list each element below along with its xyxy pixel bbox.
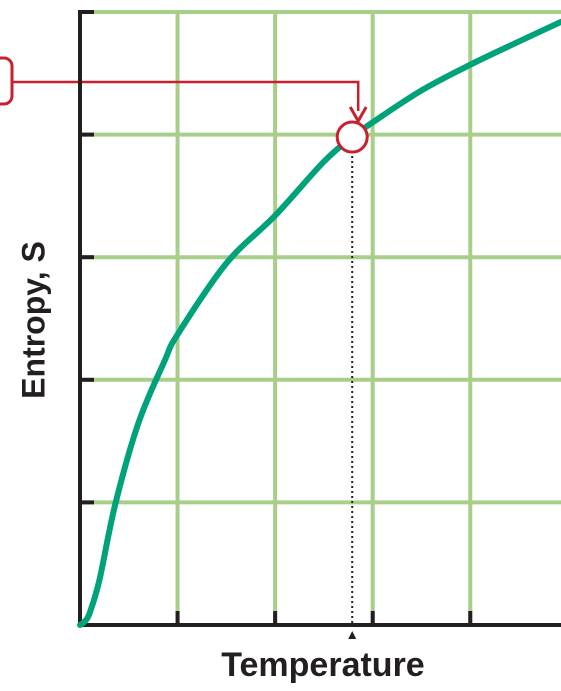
x-axis-label: Temperature: [221, 646, 424, 684]
y-axis-label: Entropy, S: [15, 241, 51, 399]
marker-circle: [335, 120, 369, 154]
x-axis-pointer: [348, 631, 357, 639]
callout-arrowhead: [348, 106, 368, 125]
curve: [77, 18, 561, 628]
callout-arrow-line: [12, 80, 360, 112]
callout-box: [0, 56, 14, 106]
